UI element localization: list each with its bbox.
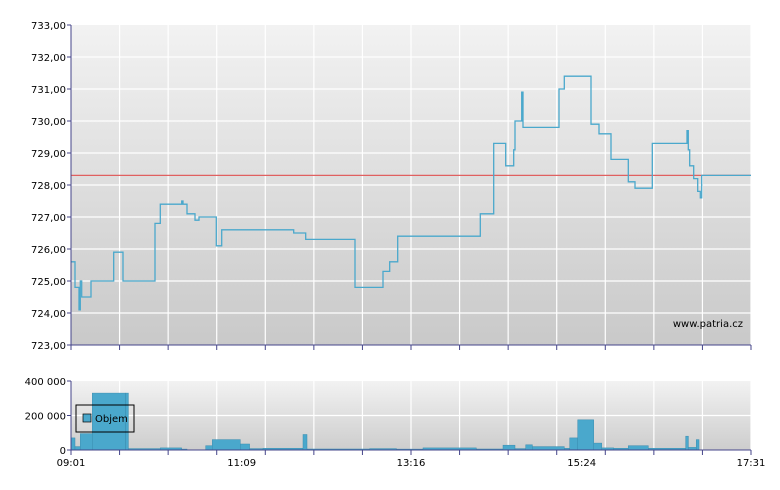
volume-bar: [212, 439, 241, 451]
volume-bar: [569, 437, 578, 451]
volume-bar: [80, 433, 93, 451]
volume-y-tick-label: 200 000: [25, 412, 66, 423]
volume-x-tick-label: 11:09: [227, 458, 256, 469]
price-y-tick-label: 724,00: [31, 309, 66, 320]
price-y-axis-ticks: 733,00 732,00 731,00 730,00 729,00 728,00 727,…: [31, 21, 71, 352]
price-y-tick-label: 731,00: [31, 85, 66, 96]
volume-bar: [532, 446, 565, 451]
legend-swatch: [82, 413, 92, 423]
volume-x-tick-label: 17:31: [737, 458, 766, 469]
volume-bar: [70, 437, 76, 451]
volume-bar: [205, 445, 213, 451]
volume-chart-panel: 400 000 200 000 0 09:01 11:09 13:16 15:24 17:3…: [25, 377, 766, 469]
volume-legend: Objem: [75, 404, 135, 433]
price-y-tick-label: 733,00: [31, 21, 66, 32]
price-series: [71, 75, 751, 311]
volume-x-tick-label: 15:24: [567, 458, 596, 469]
volume-bar: [696, 439, 700, 451]
price-y-tick-label: 730,00: [31, 117, 66, 128]
price-y-tick-label: 728,00: [31, 181, 66, 192]
volume-bar: [502, 444, 516, 451]
price-x-axis-ticks: [70, 345, 752, 350]
watermark: www.patria.cz: [673, 319, 743, 330]
price-y-tick-label: 732,00: [31, 53, 66, 64]
volume-x-axis-ticks: 09:01 11:09 13:16 15:24 17:31: [57, 450, 766, 469]
price-y-tick-label: 729,00: [31, 149, 66, 160]
legend-label: Objem: [95, 414, 128, 425]
legend-box: [75, 404, 135, 433]
volume-bar: [577, 419, 594, 451]
price-series-line: [71, 75, 751, 311]
volume-bar: [593, 442, 602, 451]
price-y-tick-label: 723,00: [31, 341, 66, 352]
volume-bar: [240, 443, 250, 451]
volume-y-tick-label: 400 000: [25, 377, 66, 388]
price-gridlines: [71, 25, 752, 345]
volume-y-axis-ticks: 400 000 200 000 0: [25, 377, 71, 457]
price-y-tick-label: 725,00: [31, 277, 66, 288]
volume-bar: [302, 434, 308, 451]
volume-bar: [628, 445, 649, 451]
price-chart-panel: 733,00 732,00 731,00 730,00 729,00 728,00 727,…: [31, 21, 752, 352]
price-y-tick-label: 727,00: [31, 213, 66, 224]
volume-bar: [74, 446, 81, 451]
volume-x-tick-label: 13:16: [397, 458, 426, 469]
volume-bar: [525, 444, 533, 451]
price-y-tick-label: 726,00: [31, 245, 66, 256]
volume-gridlines: [71, 381, 752, 450]
volume-y-tick-label: 0: [60, 446, 66, 457]
volume-x-tick-label: 09:01: [57, 458, 86, 469]
volume-series: [70, 392, 700, 451]
volume-bar: [685, 435, 689, 451]
volume-bar: [92, 392, 126, 451]
